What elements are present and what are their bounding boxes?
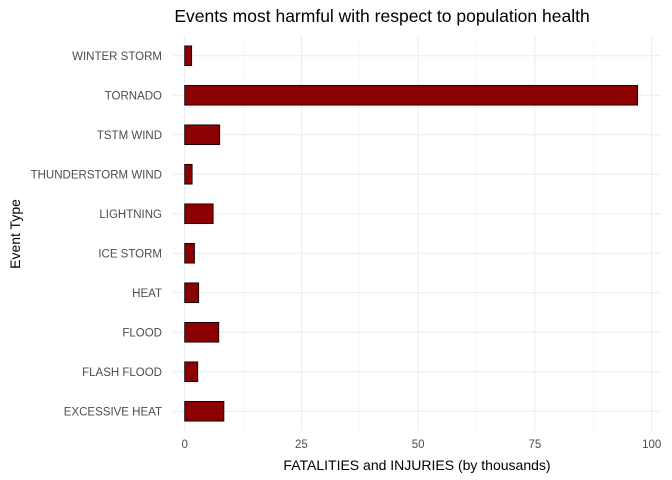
- bar-winter-storm: [184, 45, 193, 67]
- y-tick-label: ICE STORM: [98, 248, 162, 260]
- y-axis-title: Event Type: [7, 199, 23, 269]
- y-tick-label: TSTM WIND: [97, 130, 162, 142]
- bar-lightning: [184, 203, 214, 225]
- bar-excessive-heat: [184, 400, 225, 422]
- x-tick-labels: 0 25 50 75 100: [181, 439, 661, 451]
- y-tick-label: HEAT: [132, 288, 162, 300]
- bar-flood: [184, 321, 220, 343]
- bar-flash-flood: [184, 361, 199, 383]
- y-tick-label: FLASH FLOOD: [82, 367, 162, 379]
- x-tick-label: 100: [642, 439, 661, 451]
- y-tick-label: THUNDERSTORM WIND: [31, 169, 162, 181]
- y-tick-label: TORNADO: [105, 90, 162, 102]
- bar-tstm-wind: [184, 124, 221, 146]
- bar-thunderstorm-wind: [184, 163, 193, 185]
- x-tick-label: 75: [529, 439, 542, 451]
- bars: [184, 45, 639, 422]
- chart-title: Events most harmful with respect to popu…: [174, 6, 589, 26]
- y-tick-label: FLOOD: [122, 327, 162, 339]
- bar-tornado: [184, 84, 639, 106]
- x-axis-title: FATALITIES and INJURIES (by thousands): [283, 457, 550, 473]
- bar-ice-storm: [184, 242, 195, 264]
- y-tick-labels: EXCESSIVE HEAT FLASH FLOOD FLOOD HEAT ICE ST…: [31, 51, 162, 419]
- x-tick-label: 0: [181, 439, 187, 451]
- y-tick-label: LIGHTNING: [99, 209, 162, 221]
- y-tick-label: EXCESSIVE HEAT: [64, 406, 162, 418]
- x-tick-label: 50: [412, 439, 425, 451]
- y-tick-label: WINTER STORM: [72, 51, 162, 63]
- bar-heat: [184, 282, 200, 304]
- x-tick-label: 25: [295, 439, 308, 451]
